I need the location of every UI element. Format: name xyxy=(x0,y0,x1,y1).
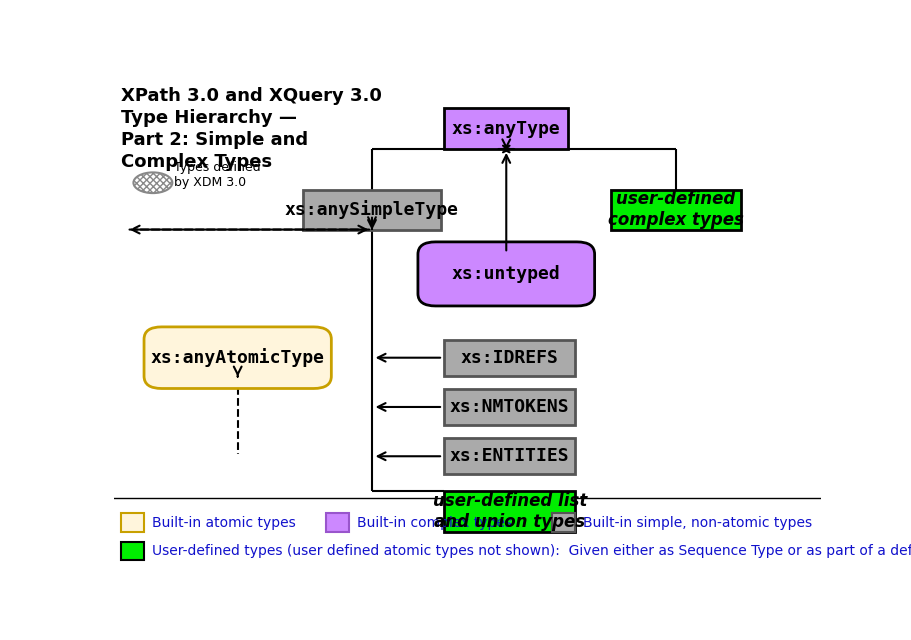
FancyBboxPatch shape xyxy=(551,513,574,532)
Text: user-defined list
and union types: user-defined list and union types xyxy=(432,492,587,531)
Text: user-defined
complex types: user-defined complex types xyxy=(608,191,743,229)
FancyBboxPatch shape xyxy=(444,491,575,532)
Text: xs:anySimpleType: xs:anySimpleType xyxy=(284,200,458,220)
Text: Built-in simple, non-atomic types: Built-in simple, non-atomic types xyxy=(583,516,812,530)
FancyBboxPatch shape xyxy=(444,438,575,474)
Text: Built-in complex types: Built-in complex types xyxy=(357,516,512,530)
Text: Built-in atomic types: Built-in atomic types xyxy=(152,516,295,530)
FancyBboxPatch shape xyxy=(417,242,594,306)
FancyBboxPatch shape xyxy=(302,190,440,230)
FancyBboxPatch shape xyxy=(444,108,568,149)
FancyBboxPatch shape xyxy=(326,513,348,532)
FancyBboxPatch shape xyxy=(609,190,741,230)
FancyBboxPatch shape xyxy=(121,513,144,532)
Text: Types defined
by XDM 3.0: Types defined by XDM 3.0 xyxy=(174,161,261,189)
Text: User-defined types (user defined atomic types not shown):  Given either as Seque: User-defined types (user defined atomic … xyxy=(152,544,911,558)
FancyBboxPatch shape xyxy=(444,340,575,376)
Text: xs:anyType: xs:anyType xyxy=(452,120,560,138)
Text: xs:untyped: xs:untyped xyxy=(452,265,560,283)
Text: xs:IDREFS: xs:IDREFS xyxy=(460,349,558,367)
Ellipse shape xyxy=(133,172,172,193)
FancyBboxPatch shape xyxy=(121,541,144,560)
Text: XPath 3.0 and XQuery 3.0
Type Hierarchy —
Part 2: Simple and
Complex Types: XPath 3.0 and XQuery 3.0 Type Hierarchy … xyxy=(121,86,382,172)
FancyBboxPatch shape xyxy=(444,389,575,425)
Text: xs:anyAtomicType: xs:anyAtomicType xyxy=(150,348,324,367)
Text: xs:ENTITIES: xs:ENTITIES xyxy=(449,447,569,465)
FancyBboxPatch shape xyxy=(144,327,331,388)
Text: xs:NMTOKENS: xs:NMTOKENS xyxy=(449,398,569,416)
